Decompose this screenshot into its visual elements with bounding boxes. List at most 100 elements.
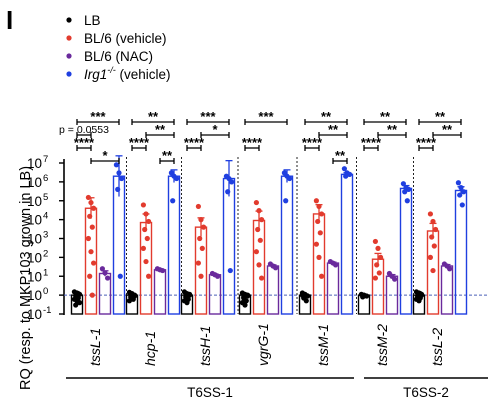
legend-label: Irg1-/- (vehicle) xyxy=(84,65,171,82)
x-tick-label: vgrG-1 xyxy=(255,323,271,366)
data-point xyxy=(378,254,384,260)
data-point xyxy=(316,254,322,260)
data-point xyxy=(199,245,205,251)
bar xyxy=(112,175,126,315)
data-point xyxy=(225,189,231,195)
y-tick-label-exponent: 3 xyxy=(43,230,48,241)
significance-label: **** xyxy=(184,135,205,150)
y-tick-label-exponent: 2 xyxy=(43,248,48,259)
significance-label: * xyxy=(102,148,108,163)
significance-label: ** xyxy=(335,148,346,163)
x-tick-label: hcp-1 xyxy=(142,331,158,366)
y-tick-label: 10 xyxy=(27,194,42,209)
data-point xyxy=(198,273,204,279)
data-point xyxy=(257,237,263,243)
data-point xyxy=(313,198,319,204)
data-point xyxy=(259,275,265,281)
data-point xyxy=(461,189,467,195)
data-point xyxy=(364,293,370,299)
category-group-label: T6SS-2 xyxy=(403,385,449,400)
data-point xyxy=(170,198,176,204)
data-point xyxy=(372,238,378,245)
data-point xyxy=(256,262,262,268)
y-tick-label: 10 xyxy=(27,269,42,284)
data-point xyxy=(91,205,97,211)
y-axis-label: RQ (resp. to MKP103 grown in LB) xyxy=(18,166,34,390)
data-point xyxy=(227,267,233,274)
significance-label: ** xyxy=(380,109,391,124)
data-point xyxy=(116,170,122,176)
data-point xyxy=(427,211,433,217)
data-point xyxy=(88,199,94,206)
legend-label: BL/6 (NAC) xyxy=(84,49,153,64)
data-point xyxy=(374,262,380,268)
legend-label: BL/6 (vehicle) xyxy=(84,31,167,46)
data-point xyxy=(146,273,152,279)
data-point xyxy=(319,211,325,217)
data-point xyxy=(215,273,221,279)
bar xyxy=(312,213,326,315)
data-point xyxy=(255,226,261,233)
significance-label: **** xyxy=(242,135,263,150)
legend-marker xyxy=(66,17,72,23)
significance-label: **** xyxy=(361,135,382,150)
significance-label: p = 0.0553 xyxy=(59,124,109,136)
bar xyxy=(371,258,385,315)
y-tick-label: 10 xyxy=(27,288,42,303)
x-tick-label: tssM-1 xyxy=(315,324,331,366)
data-point xyxy=(195,260,201,266)
bar xyxy=(280,175,294,315)
data-point xyxy=(392,276,398,282)
data-point xyxy=(316,203,322,210)
bar xyxy=(340,173,354,315)
data-point xyxy=(143,258,149,265)
data-point xyxy=(299,292,305,298)
data-point xyxy=(184,300,190,306)
y-tick-label: 10 xyxy=(27,232,42,247)
bar xyxy=(222,177,236,315)
data-point xyxy=(429,234,435,240)
data-point xyxy=(333,262,339,268)
data-point xyxy=(88,249,94,255)
y-tick-label-exponent: 4 xyxy=(43,211,48,222)
data-point xyxy=(143,211,149,217)
data-point xyxy=(197,235,203,242)
data-point xyxy=(273,265,279,271)
data-point xyxy=(117,273,123,279)
y-tick-label: 10 xyxy=(27,250,42,265)
data-point xyxy=(115,186,121,192)
data-point xyxy=(404,198,410,204)
bar xyxy=(208,274,222,315)
data-point xyxy=(402,189,408,195)
data-point xyxy=(85,235,91,242)
bar xyxy=(440,265,454,315)
data-point xyxy=(195,203,201,210)
data-point xyxy=(198,217,204,223)
x-tick-label: tssM-2 xyxy=(374,324,390,366)
data-point xyxy=(73,302,79,308)
y-tick-label-exponent: 5 xyxy=(43,192,48,203)
data-point xyxy=(113,162,119,168)
bar xyxy=(153,269,167,315)
data-point xyxy=(287,175,293,182)
data-point xyxy=(241,294,247,300)
data-point xyxy=(87,273,93,279)
data-point xyxy=(431,243,437,249)
y-tick-label-exponent: 7 xyxy=(43,154,48,165)
data-point xyxy=(187,291,193,297)
data-point xyxy=(142,226,148,233)
y-tick-label: 10 xyxy=(27,175,42,190)
panel-label: I xyxy=(6,5,13,35)
legend-marker xyxy=(66,53,72,59)
y-tick-label-exponent: 1 xyxy=(43,267,48,278)
significance-label: ** xyxy=(148,109,159,124)
data-point xyxy=(430,267,436,274)
data-point xyxy=(347,171,353,177)
data-point xyxy=(283,198,289,204)
legend-label: LB xyxy=(84,13,101,28)
data-point xyxy=(313,241,319,247)
y-tick-label: 10 xyxy=(27,213,42,228)
significance-label: ** xyxy=(387,122,398,137)
data-point xyxy=(430,218,436,225)
